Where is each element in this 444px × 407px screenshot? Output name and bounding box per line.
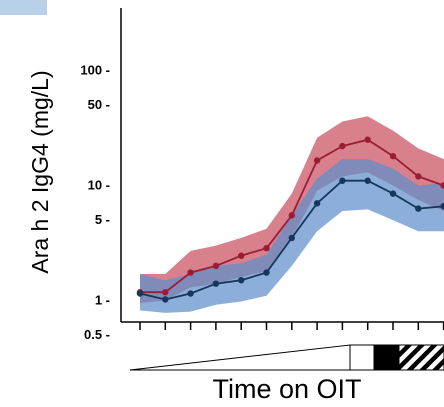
y-tick-label: 50 - [88,97,110,112]
series-1-point [415,173,422,180]
corner-tab [0,0,47,15]
series-1-point [263,244,270,252]
series-1-point [389,152,397,160]
y-tick-label: 100 - [80,63,110,78]
series-2-point [136,290,144,297]
series-1-point [288,212,295,219]
series-1-point [440,182,444,189]
series-2-point [263,269,270,276]
series-1-point [162,289,169,296]
series-2-point [187,290,194,297]
series-2-point [339,177,346,184]
series-2-point [364,177,371,184]
series-1-point [313,157,321,164]
y-axis-title: Ara h 2 IgG4 (mg/L) [27,70,53,273]
x-axis-title: Time on OIT [212,374,361,404]
phase-blocks-icon [349,344,444,371]
series-2-point [212,280,220,287]
series-2-point [389,190,397,197]
series-2-line [139,179,444,301]
series-2-point [238,277,245,284]
series-1-point [212,262,220,270]
series-points [136,136,444,303]
series-lines [139,138,444,301]
y-tick-label: 0.5 - [84,327,110,342]
series-2-point [288,234,295,242]
series-1-point [187,269,194,276]
series-2-point [415,205,422,212]
y-ticks: 100 - 50 - 10 - 5 - 1 - 0.5 - [80,63,110,343]
series-2-point [313,200,321,207]
series-2-point [440,203,444,210]
series-1-point [238,252,245,259]
y-tick-label: 5 - [95,212,110,227]
series-1-point [364,136,371,143]
x-ticks [139,322,444,330]
series-1-line [140,138,444,294]
y-tick-label: 10 - [88,178,110,193]
series-2-point [162,296,169,303]
series-1-point [339,142,346,150]
y-tick-label: 1 - [95,293,110,308]
